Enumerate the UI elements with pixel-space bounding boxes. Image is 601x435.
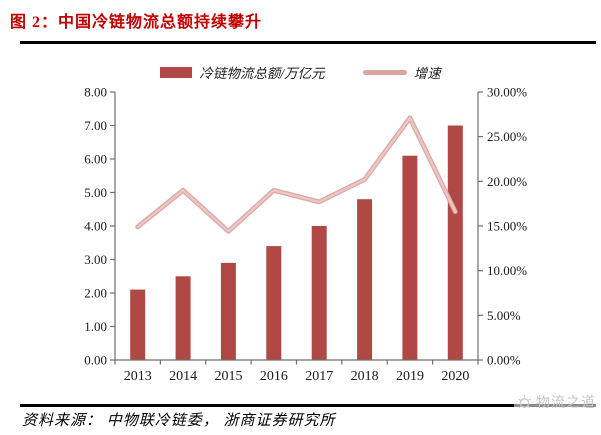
bar-2016: [266, 246, 282, 360]
legend-label-total: 冷链物流总额/万亿元: [199, 66, 325, 81]
bar-series-swatch: [160, 66, 193, 78]
right-tick-label: 5.00%: [487, 308, 521, 323]
bar-2013: [130, 289, 146, 360]
right-tick-label: 15.00%: [487, 219, 527, 234]
x-tick-label: 2014: [169, 369, 197, 384]
legend-item-total: 冷链物流总额/万亿元: [160, 62, 325, 82]
left-tick-label: 6.00: [84, 152, 107, 167]
x-tick-label: 2018: [351, 369, 379, 384]
legend-item-growth: 增速: [362, 62, 441, 82]
right-tick-label: 25.00%: [487, 129, 527, 144]
growth-line-inner: [136, 116, 457, 233]
source-note: 资料来源： 中物联冷链委， 浙商证券研究所: [22, 413, 336, 429]
left-tick-label: 3.00: [84, 252, 107, 267]
right-tick-label: 20.00%: [487, 174, 527, 189]
x-tick-label: 2013: [124, 369, 152, 384]
bar-2014: [175, 276, 191, 361]
left-tick-label: 0.00: [84, 353, 107, 368]
bar-2019: [402, 155, 418, 360]
left-tick-label: 4.00: [84, 219, 107, 234]
bar-2017: [311, 226, 327, 360]
x-tick-label: 2019: [396, 369, 424, 384]
right-tick-label: 0.00%: [487, 353, 521, 368]
bars-group: [130, 125, 463, 361]
footer-divider: [20, 404, 596, 407]
axes-group: 0.00 1.00 2.00 3.00 4.00 5.00 6.00 7.00 8.00 0.00…: [84, 85, 527, 385]
bar-2015: [220, 262, 236, 360]
watermark: 物流之道: [514, 392, 598, 412]
legend-label-growth: 增速: [413, 66, 441, 81]
left-tick-label: 7.00: [84, 118, 107, 133]
left-tick-label: 8.00: [84, 85, 107, 100]
left-tick-label: 2.00: [84, 286, 107, 301]
x-tick-label: 2015: [214, 369, 242, 384]
right-tick-label: 10.00%: [487, 263, 527, 278]
bar-2018: [357, 199, 373, 360]
bar-2020: [447, 125, 463, 360]
left-tick-label: 1.00: [84, 319, 107, 334]
right-tick-label: 30.00%: [487, 85, 527, 100]
x-tick-label: 2016: [260, 369, 288, 384]
logo-icon: [518, 394, 531, 408]
x-tick-label: 2020: [441, 369, 469, 384]
left-tick-label: 5.00: [84, 185, 107, 200]
chart-title: 图 2：中国冷链物流总额持续攀升: [10, 14, 263, 31]
line-series-swatch: [362, 69, 407, 75]
legend: 冷链物流总额/万亿元 增速: [0, 62, 601, 82]
growth-line-group: [135, 115, 458, 234]
title-divider: [20, 41, 596, 44]
watermark-text: 物流之道: [536, 396, 596, 411]
x-tick-label: 2017: [305, 369, 333, 384]
